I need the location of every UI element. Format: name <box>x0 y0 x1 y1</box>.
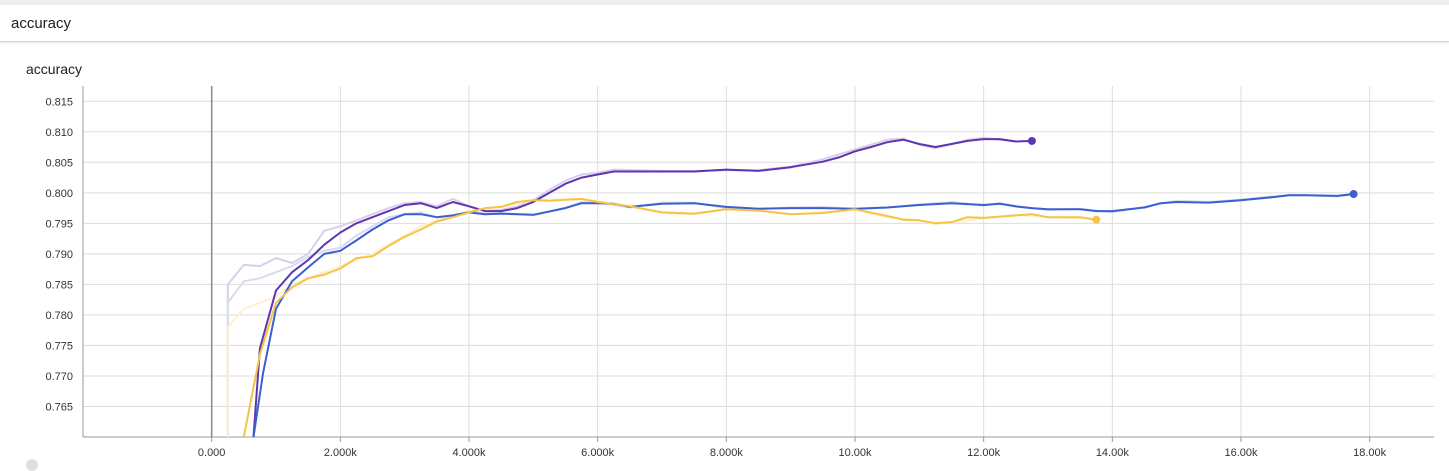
y-tick-label: 0.795 <box>45 218 73 230</box>
y-tick-label: 0.780 <box>45 310 73 322</box>
series-end-marker <box>1027 136 1036 145</box>
y-tick-label: 0.785 <box>45 279 73 291</box>
x-tick-label: 18.00k <box>1353 447 1387 459</box>
section-title: accuracy <box>11 15 72 32</box>
y-tick-label: 0.805 <box>45 157 73 169</box>
x-tick-label: 8.000k <box>710 447 744 459</box>
y-tick-label: 0.810 <box>45 127 73 139</box>
series-end-marker <box>1349 190 1358 199</box>
series-line <box>242 197 1097 438</box>
y-tick-label: 0.790 <box>45 249 73 261</box>
raw-series-line <box>226 193 1354 437</box>
x-tick-label: 2.000k <box>324 447 358 459</box>
raw-series-layer <box>226 136 1354 437</box>
tick-label-layer: 0.765 0.770 0.775 0.780 0.785 0.790 0.795 0.800… <box>45 96 1386 459</box>
y-tick-label: 0.770 <box>45 371 73 383</box>
y-tick-label: 0.815 <box>45 96 73 108</box>
x-tick-label: 6.000k <box>581 447 615 459</box>
x-tick-label: 10.00k <box>838 447 872 459</box>
raw-series-line <box>226 136 1032 437</box>
smoothed-series-layer <box>242 136 1358 438</box>
y-tick-label: 0.800 <box>45 188 73 200</box>
y-tick-label: 0.775 <box>45 340 73 352</box>
axis-layer <box>82 86 1434 442</box>
corner-dot <box>26 459 38 471</box>
top-strip <box>0 0 1449 5</box>
x-tick-label: 12.00k <box>967 447 1001 459</box>
series-line <box>252 138 1032 438</box>
series-line <box>252 193 1354 438</box>
x-tick-label: 0.000 <box>198 447 226 459</box>
x-tick-label: 14.00k <box>1096 447 1130 459</box>
chart-title: accuracy <box>26 61 83 77</box>
x-tick-label: 16.00k <box>1224 447 1258 459</box>
x-tick-label: 4.000k <box>452 447 486 459</box>
y-tick-label: 0.765 <box>45 401 73 413</box>
section-header[interactable]: accuracy <box>0 5 1449 42</box>
grid-layer <box>83 86 1434 437</box>
series-end-marker <box>1092 215 1101 224</box>
